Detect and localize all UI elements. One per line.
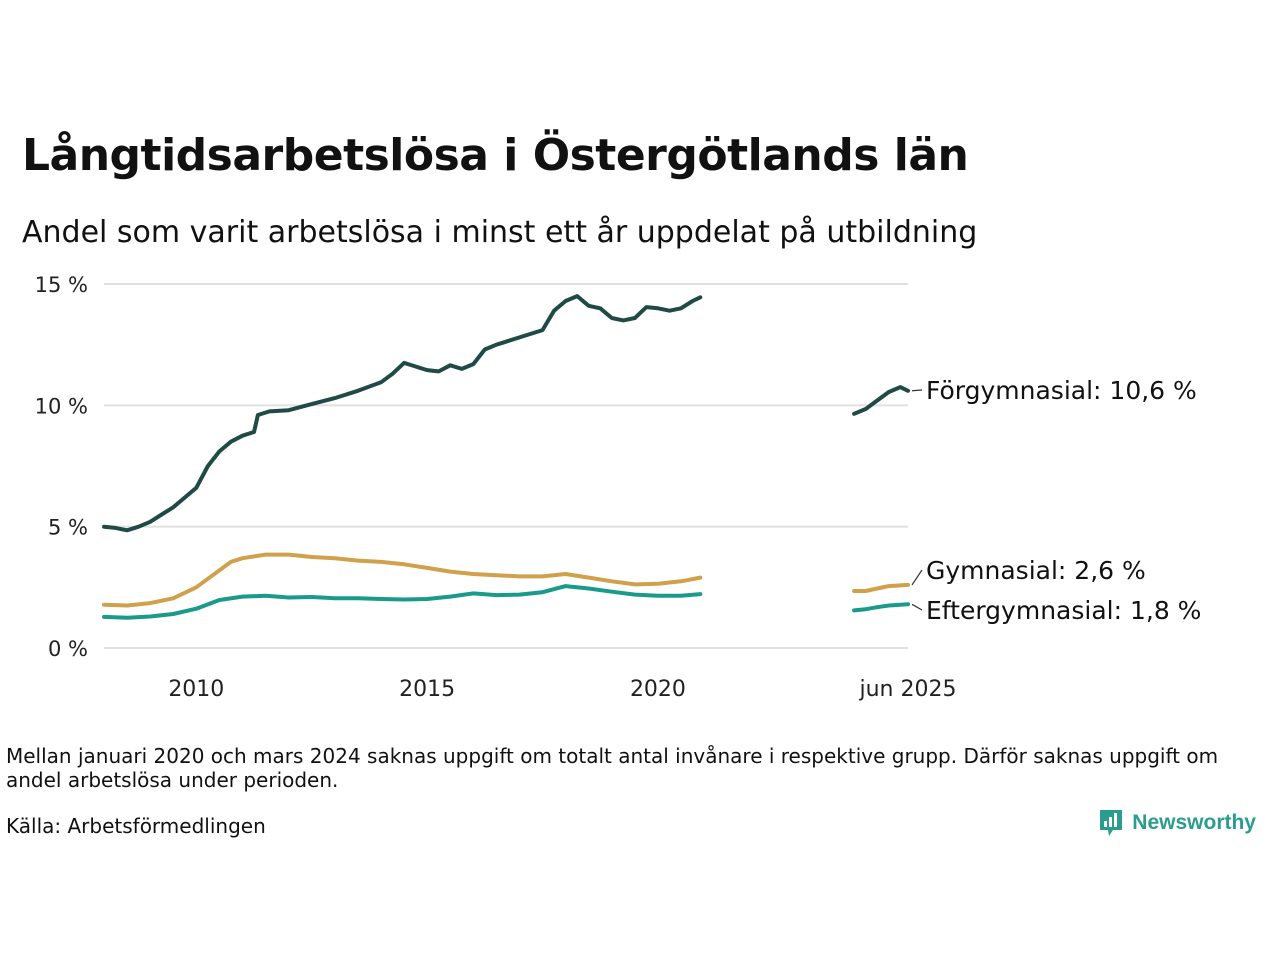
logo-text: Newsworthy [1132, 811, 1256, 834]
y-tick-label: 10 % [35, 394, 88, 418]
series-line-0-segment-0 [102, 294, 703, 533]
series-line-0-segment-1 [852, 385, 910, 416]
series-label: Gymnasial: 2,6 % [926, 556, 1146, 585]
series-label: Eftergymnasial: 1,8 % [926, 596, 1201, 625]
series-lines [102, 294, 910, 620]
source-text: Källa: Arbetsförmedlingen [6, 814, 266, 838]
chart-subtitle: Andel som varit arbetslösa i minst ett å… [22, 215, 978, 250]
series-label-connector [911, 569, 923, 586]
x-tick-label: 2020 [630, 677, 686, 702]
y-tick-label: 15 % [35, 273, 88, 297]
x-tick-label: 2015 [399, 677, 455, 702]
series-line-2-segment-1 [852, 602, 910, 613]
x-tick-label: jun 2025 [859, 677, 957, 702]
bar-chart-speech-bubble-icon [1100, 810, 1123, 836]
grid-lines [104, 283, 908, 649]
y-tick-label: 5 % [48, 516, 88, 540]
series-labels: Förgymnasial: 10,6 % Gymnasial: 2,6 % Efte… [911, 376, 1201, 625]
series-label-connector [911, 603, 923, 611]
series-label-connector [911, 389, 923, 392]
line-chart: 0 % 5 % 10 % 15 % 2010 2015 2020 jun 2025 Förg… [35, 273, 1202, 702]
series-line-1-segment-0 [102, 552, 703, 608]
y-axis-ticks: 0 % 5 % 10 % 15 % [35, 273, 88, 661]
newsworthy-logo[interactable]: Newsworthy [1098, 808, 1256, 838]
series-line-2-segment-0 [102, 584, 703, 620]
series-line-1-segment-1 [852, 582, 910, 593]
x-axis-ticks: 2010 2015 2020 jun 2025 [168, 677, 956, 702]
x-tick-label: 2010 [168, 677, 224, 702]
chart-title: Långtidsarbetslösa i Östergötlands län [22, 130, 969, 181]
series-label: Förgymnasial: 10,6 % [926, 376, 1197, 405]
footnote: Mellan januari 2020 och mars 2024 saknas… [6, 744, 1219, 792]
y-tick-label: 0 % [48, 637, 88, 661]
